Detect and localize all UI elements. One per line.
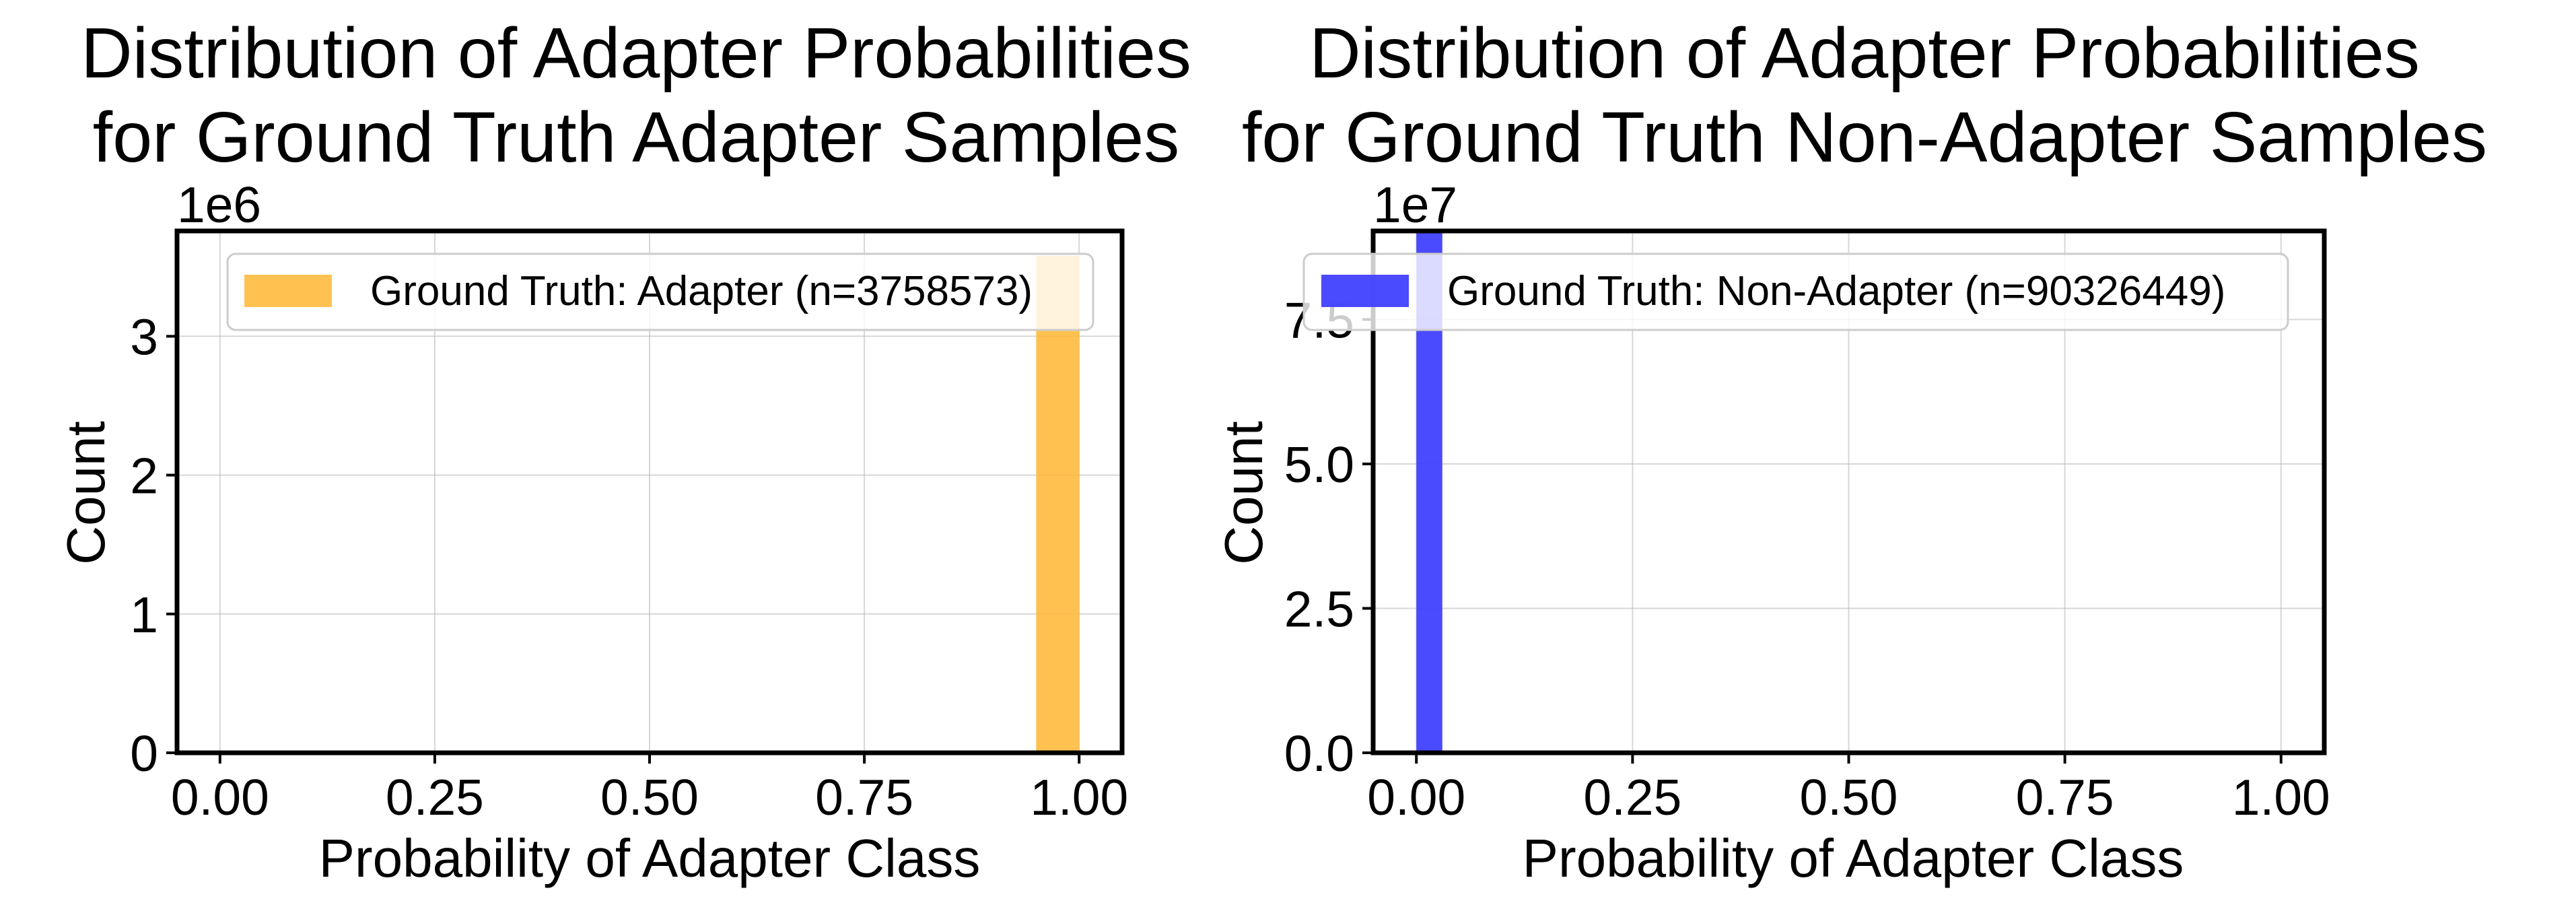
legend-entry-adapter: Ground Truth: Adapter (n=3758573) bbox=[370, 268, 1033, 314]
legend: Ground Truth: Adapter (n=3758573) bbox=[226, 253, 1094, 331]
x-tick-label-3: 0.75 bbox=[815, 769, 913, 826]
x-ticks: 0.00 0.25 0.50 0.75 1.00 bbox=[171, 753, 1128, 826]
y-offset-label: 1e7 bbox=[1373, 176, 1457, 233]
x-tick-label-2: 0.50 bbox=[600, 769, 699, 826]
x-axis-label: Probability of Adapter Class bbox=[319, 828, 981, 888]
y-ticks: 0 1 2 3 bbox=[130, 308, 177, 782]
y-axis-label: Count bbox=[56, 421, 116, 564]
legend-box bbox=[226, 253, 1094, 331]
bar-0-1 bbox=[1036, 255, 1080, 753]
legend-box bbox=[1302, 253, 2289, 331]
y-tick-label-2: 2 bbox=[130, 448, 158, 504]
panel-non-adapter: Distribution of Adapter Probabilities fo… bbox=[1214, 13, 2487, 888]
legend-swatch bbox=[1321, 275, 1409, 307]
title-line-2: for Ground Truth Non-Adapter Samples bbox=[1242, 98, 2487, 177]
title-line-1: Distribution of Adapter Probabilities bbox=[1309, 13, 2420, 93]
y-tick-label-3: 3 bbox=[130, 308, 158, 365]
y-tick-label-1: 2.5 bbox=[1284, 581, 1354, 638]
panel-adapter: Distribution of Adapter Probabilities fo… bbox=[56, 13, 1191, 888]
y-tick-label-0: 0.0 bbox=[1284, 725, 1354, 782]
x-tick-label-4: 1.00 bbox=[1030, 769, 1128, 826]
x-tick-label-0: 0.00 bbox=[1367, 769, 1465, 826]
title-line-1: Distribution of Adapter Probabilities bbox=[81, 13, 1191, 93]
x-ticks: 0.00 0.25 0.50 0.75 1.00 bbox=[1367, 753, 2330, 826]
legend-entry-non-adapter: Ground Truth: Non-Adapter (n=90326449) bbox=[1447, 268, 2225, 314]
x-tick-label-1: 0.25 bbox=[386, 769, 484, 826]
y-tick-label-2: 5.0 bbox=[1284, 436, 1354, 493]
y-offset-label: 1e6 bbox=[177, 176, 261, 233]
x-tick-label-3: 0.75 bbox=[2016, 769, 2114, 826]
y-tick-label-0: 0 bbox=[130, 725, 158, 782]
legend-swatch bbox=[244, 275, 332, 307]
x-tick-label-4: 1.00 bbox=[2232, 769, 2330, 826]
bars bbox=[993, 255, 1080, 753]
title-line-2: for Ground Truth Adapter Samples bbox=[93, 98, 1179, 177]
y-tick-label-1: 1 bbox=[130, 586, 158, 643]
y-ticks: 0.02.55.07.5 bbox=[1284, 292, 1373, 782]
legend: Ground Truth: Non-Adapter (n=90326449) bbox=[1302, 253, 2289, 331]
x-tick-label-1: 0.25 bbox=[1583, 769, 1681, 826]
x-tick-label-2: 0.50 bbox=[1800, 769, 1898, 826]
x-tick-label-0: 0.00 bbox=[171, 769, 269, 826]
y-axis-label: Count bbox=[1214, 421, 1274, 564]
x-axis-label: Probability of Adapter Class bbox=[1523, 828, 2184, 888]
